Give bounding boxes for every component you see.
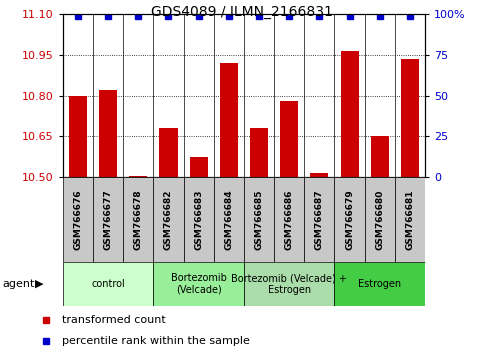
- Text: control: control: [91, 279, 125, 289]
- Bar: [123, 177, 154, 262]
- Text: GSM766676: GSM766676: [73, 189, 83, 250]
- Text: agent: agent: [2, 279, 35, 289]
- Bar: [154, 262, 244, 306]
- Text: GSM766678: GSM766678: [134, 189, 143, 250]
- Bar: [63, 262, 154, 306]
- Bar: [280, 101, 298, 177]
- Text: percentile rank within the sample: percentile rank within the sample: [62, 336, 250, 346]
- Bar: [244, 177, 274, 262]
- Text: GSM766680: GSM766680: [375, 189, 384, 250]
- Text: transformed count: transformed count: [62, 315, 166, 325]
- Text: GSM766681: GSM766681: [405, 189, 414, 250]
- Bar: [129, 176, 147, 177]
- Text: GSM766686: GSM766686: [284, 189, 294, 250]
- Bar: [395, 177, 425, 262]
- Text: GSM766679: GSM766679: [345, 189, 354, 250]
- Text: GSM766685: GSM766685: [255, 189, 264, 250]
- Bar: [213, 177, 244, 262]
- Bar: [244, 262, 334, 306]
- Bar: [311, 173, 328, 177]
- Bar: [154, 177, 184, 262]
- Bar: [99, 90, 117, 177]
- Bar: [159, 128, 178, 177]
- Bar: [63, 177, 93, 262]
- Text: GSM766677: GSM766677: [103, 189, 113, 250]
- Bar: [220, 63, 238, 177]
- Bar: [371, 136, 389, 177]
- Bar: [334, 177, 365, 262]
- Bar: [335, 262, 425, 306]
- Text: Bortezomib
(Velcade): Bortezomib (Velcade): [170, 273, 227, 295]
- Text: Estrogen: Estrogen: [358, 279, 401, 289]
- Bar: [189, 157, 208, 177]
- Text: GSM766683: GSM766683: [194, 189, 203, 250]
- Text: GSM766682: GSM766682: [164, 189, 173, 250]
- Text: GSM766684: GSM766684: [224, 189, 233, 250]
- Text: ▶: ▶: [35, 279, 43, 289]
- Bar: [69, 96, 87, 177]
- Bar: [365, 177, 395, 262]
- Text: Bortezomib (Velcade) +
Estrogen: Bortezomib (Velcade) + Estrogen: [231, 273, 347, 295]
- Bar: [93, 177, 123, 262]
- Bar: [401, 59, 419, 177]
- Bar: [250, 128, 268, 177]
- Text: GSM766687: GSM766687: [315, 189, 324, 250]
- Bar: [274, 177, 304, 262]
- Bar: [184, 177, 213, 262]
- Bar: [304, 177, 334, 262]
- Bar: [341, 51, 358, 177]
- Text: GDS4089 / ILMN_2166831: GDS4089 / ILMN_2166831: [151, 5, 332, 19]
